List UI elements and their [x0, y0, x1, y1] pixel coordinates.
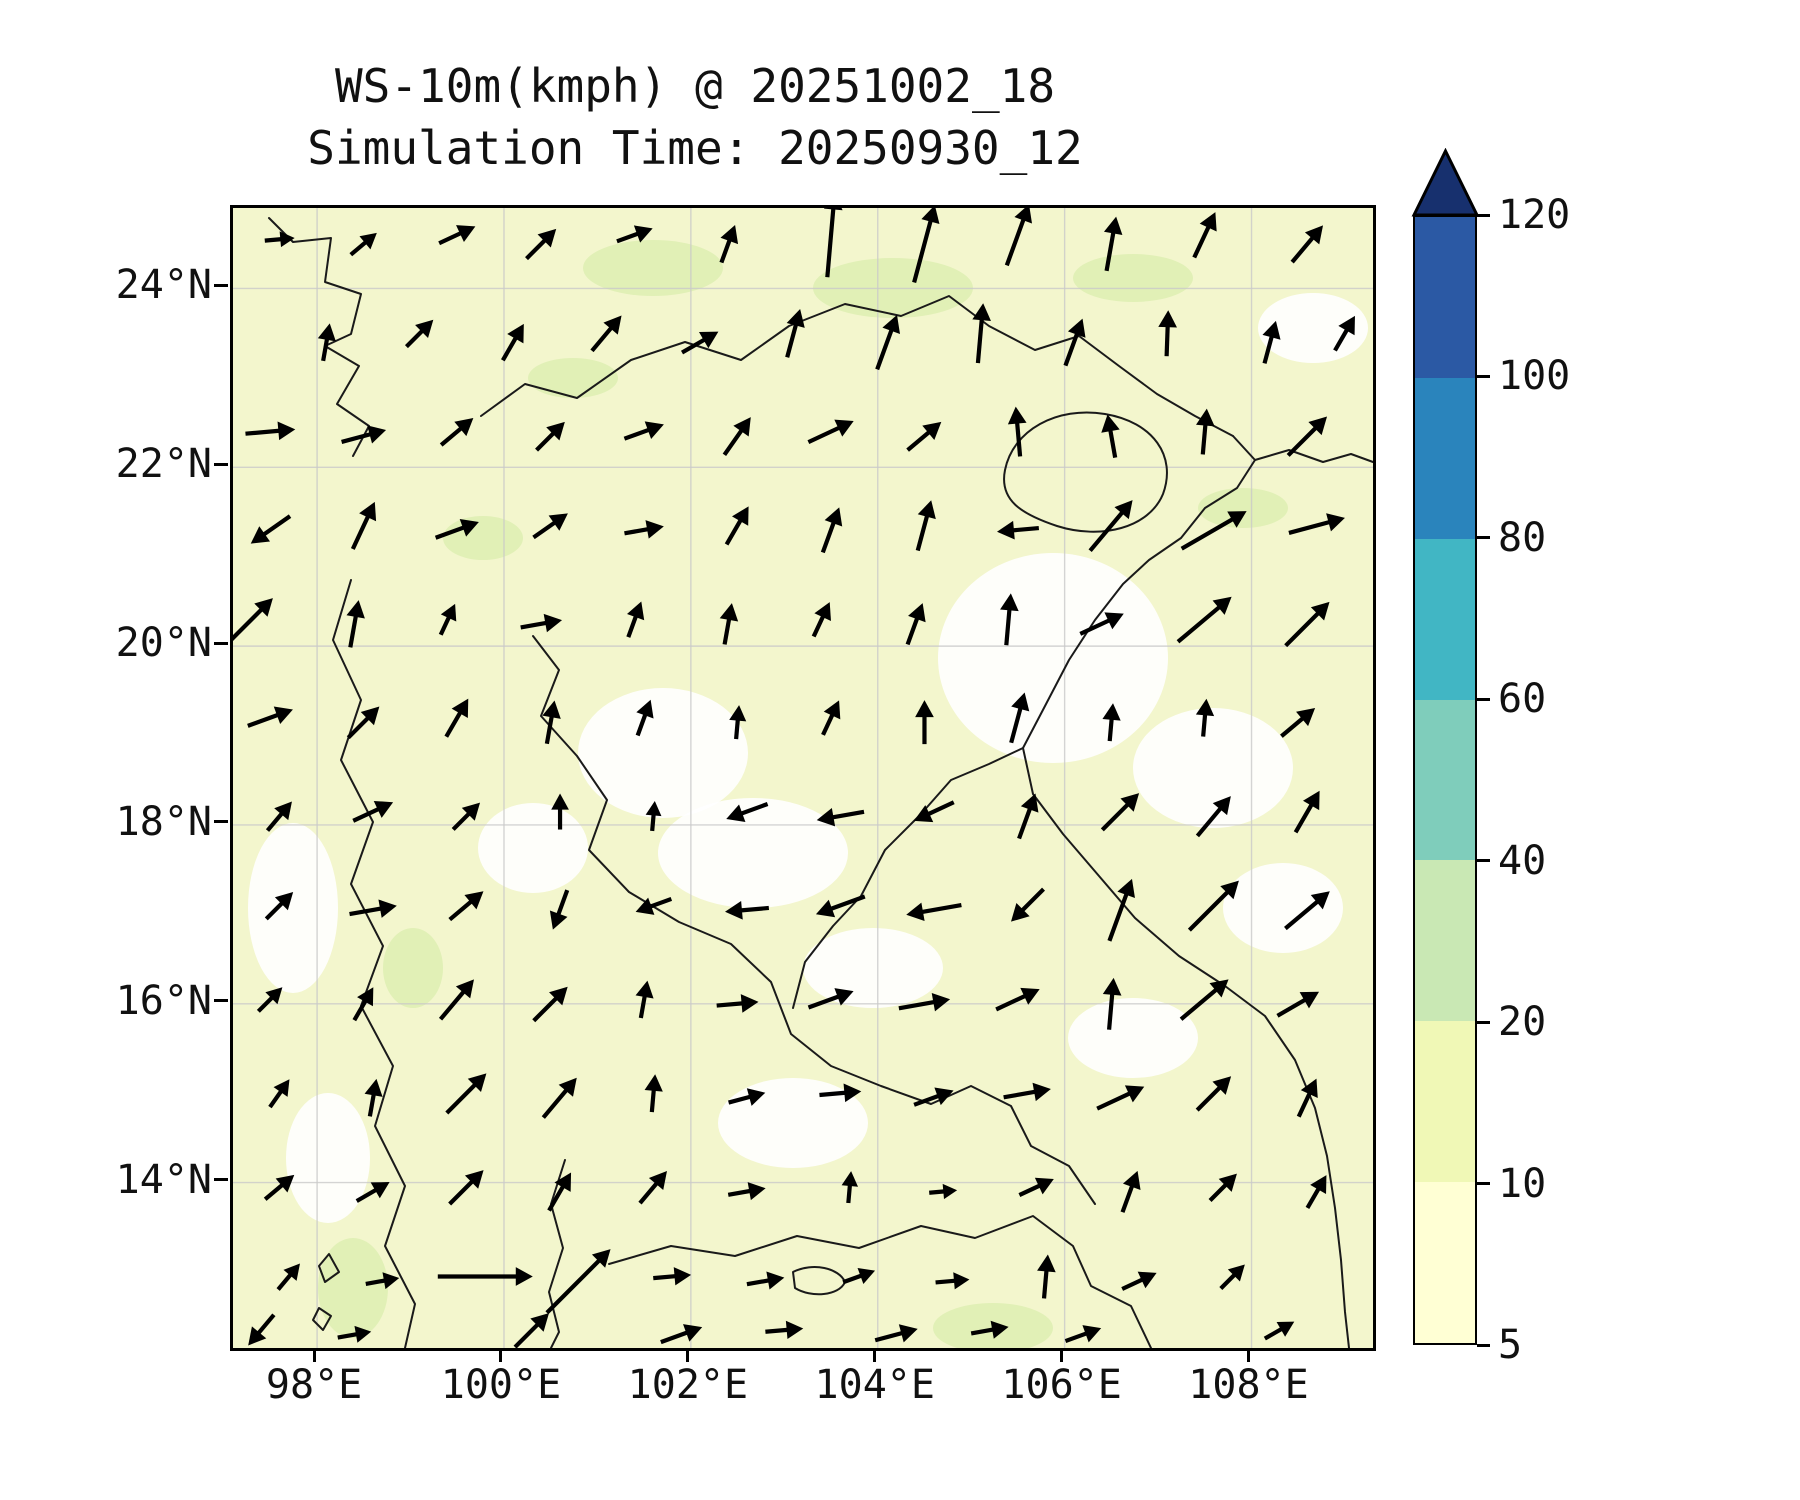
wind-map-canvas	[233, 208, 1373, 1348]
y-tick-label: 14°N	[115, 1156, 212, 1203]
wind-arrows	[233, 208, 1355, 1348]
colorbar-tick-label: 5	[1498, 1322, 1523, 1368]
y-tick-mark	[214, 999, 228, 1003]
chart-title: WS-10m(kmph) @ 20251002_18 Simulation Ti…	[125, 55, 1265, 179]
colorbar-segment	[1415, 217, 1475, 378]
y-tick-label: 22°N	[115, 441, 212, 488]
colorbar-tick-mark	[1477, 1182, 1490, 1186]
x-tick-mark	[1247, 1348, 1251, 1362]
y-tick-mark	[214, 820, 228, 824]
x-tick-mark	[686, 1348, 690, 1362]
y-tick-mark	[214, 641, 228, 645]
y-tick-label: 16°N	[115, 977, 212, 1024]
x-tick-label: 108°E	[1188, 1362, 1309, 1408]
y-tick-label: 24°N	[115, 262, 212, 309]
colorbar-segment	[1415, 538, 1475, 700]
y-tick-label: 20°N	[115, 620, 212, 667]
x-tick-label: 100°E	[440, 1362, 562, 1408]
colorbar-segment	[1415, 377, 1475, 539]
colorbar-tick-label: 80	[1498, 514, 1547, 561]
colorbar-tick-label: 60	[1498, 676, 1547, 723]
colorbar-extend-triangle	[1411, 148, 1480, 217]
colorbar-tick-mark	[1477, 1020, 1490, 1024]
colorbar-tick-mark	[1477, 1343, 1490, 1347]
x-tick-label: 104°E	[814, 1362, 935, 1408]
colorbar-tick-mark	[1477, 374, 1490, 378]
map-plot-area	[230, 205, 1376, 1351]
y-tick-mark	[214, 1178, 228, 1182]
colorbar-tick-mark	[1477, 697, 1490, 701]
colorbar-tick-label: 10	[1498, 1160, 1547, 1207]
colorbar	[1413, 215, 1477, 1345]
chart-title-line2: Simulation Time: 20250930_12	[307, 121, 1083, 175]
x-tick-label: 106°E	[1001, 1362, 1122, 1408]
colorbar-tick-label: 120	[1498, 192, 1571, 238]
chart-title-line1: WS-10m(kmph) @ 20251002_18	[334, 59, 1056, 113]
colorbar-tick-label: 20	[1498, 999, 1547, 1046]
colorbar-tick-mark	[1477, 859, 1490, 863]
colorbar-tick-label: 40	[1498, 837, 1547, 884]
colorbar-tick-label: 100	[1498, 353, 1571, 400]
x-tick-mark	[312, 1348, 316, 1362]
colorbar-tick-mark	[1477, 213, 1490, 217]
y-tick-label: 18°N	[115, 798, 212, 845]
colorbar-tick-mark	[1477, 536, 1490, 540]
coastlines-borders	[268, 217, 1373, 1348]
x-tick-mark	[499, 1348, 503, 1362]
x-tick-mark	[1060, 1348, 1064, 1362]
colorbar-segment	[1415, 1182, 1475, 1343]
x-tick-mark	[873, 1348, 877, 1362]
y-tick-mark	[214, 462, 228, 466]
colorbar-segment	[1415, 699, 1475, 861]
y-tick-mark	[214, 283, 228, 287]
colorbar-segment	[1415, 1021, 1475, 1183]
graticule	[233, 208, 1373, 1348]
x-tick-label: 98°E	[265, 1362, 363, 1408]
colorbar-segment	[1415, 860, 1475, 1022]
x-tick-label: 102°E	[627, 1362, 749, 1408]
